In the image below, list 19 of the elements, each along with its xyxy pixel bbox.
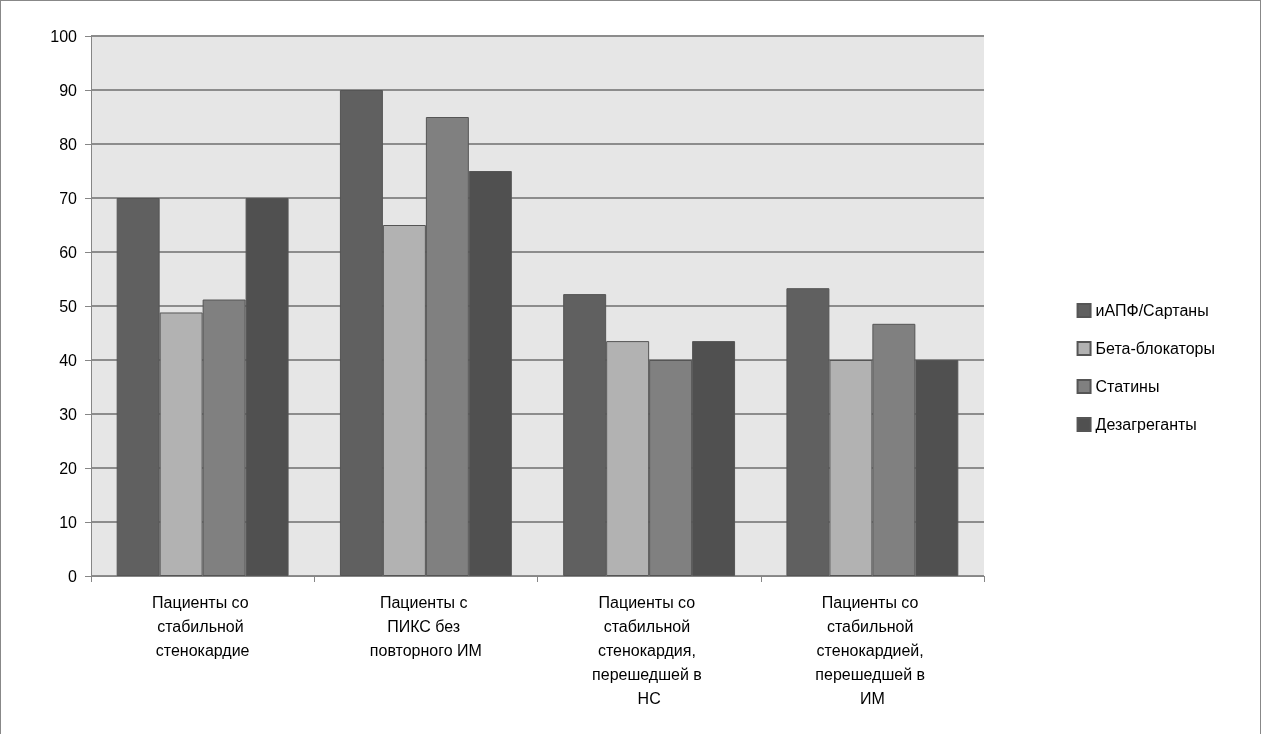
y-tick-label: 40 [59,351,78,369]
y-tick-label: 80 [59,135,78,153]
x-tick-label: Пациенты со стабильной стенокардие [152,593,254,659]
y-tick-label: 90 [59,81,78,99]
legend-label: Статины [1095,378,1160,395]
y-tick-label: 10 [59,513,78,531]
y-tick-label: 20 [59,459,78,477]
y-tick-label: 0 [68,567,78,585]
y-tick-label: 70 [59,189,78,207]
x-tick-label: Пациенты со стабильной стенокардия, перешедшей в НС [592,593,707,707]
y-tick-label: 60 [59,243,78,261]
y-tick-label: 30 [59,405,78,423]
y-tick-label: 50 [59,297,78,315]
y-tick-label: 100 [50,27,78,45]
legend-label: иАПФ/Сартаны [1095,302,1209,319]
x-tick-label: Пациенты со стабильной стенокардией, перешедшей в ИМ [815,593,930,707]
x-tick-label: Пациенты с ПИКС без повторного ИМ [369,593,482,659]
legend-label: Дезагреганты [1095,416,1197,433]
legend-label: Бета-блокаторы [1095,340,1216,357]
